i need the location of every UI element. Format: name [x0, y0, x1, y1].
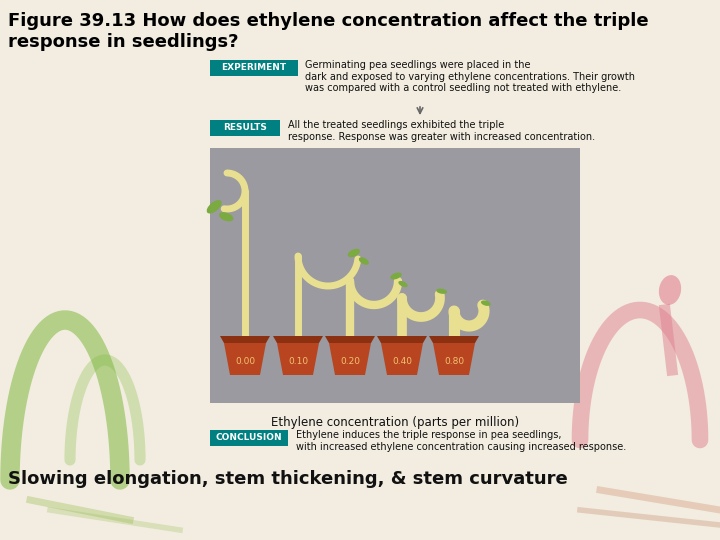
- Polygon shape: [433, 343, 475, 375]
- Ellipse shape: [207, 200, 222, 213]
- Polygon shape: [224, 343, 266, 375]
- Polygon shape: [381, 343, 423, 375]
- Polygon shape: [273, 336, 323, 343]
- Text: 0.40: 0.40: [392, 356, 412, 366]
- Text: Ethylene induces the triple response in pea seedlings,
with increased ethylene c: Ethylene induces the triple response in …: [296, 430, 626, 451]
- Text: All the treated seedlings exhibited the triple
response. Response was greater wi: All the treated seedlings exhibited the …: [288, 120, 595, 141]
- Polygon shape: [377, 336, 427, 343]
- Polygon shape: [329, 343, 371, 375]
- Text: 0.80: 0.80: [444, 356, 464, 366]
- FancyBboxPatch shape: [210, 430, 288, 446]
- Polygon shape: [325, 336, 375, 343]
- Text: 0.20: 0.20: [340, 356, 360, 366]
- Ellipse shape: [390, 273, 402, 280]
- Text: RESULTS: RESULTS: [223, 124, 267, 132]
- Text: Figure 39.13 How does ethylene concentration affect the triple: Figure 39.13 How does ethylene concentra…: [8, 12, 649, 30]
- FancyBboxPatch shape: [210, 120, 280, 136]
- Polygon shape: [277, 343, 319, 375]
- Text: Ethylene concentration (parts per million): Ethylene concentration (parts per millio…: [271, 416, 519, 429]
- Text: CONCLUSION: CONCLUSION: [216, 434, 282, 442]
- Polygon shape: [220, 336, 270, 343]
- FancyBboxPatch shape: [210, 60, 298, 76]
- Text: EXPERIMENT: EXPERIMENT: [222, 64, 287, 72]
- Text: 0.10: 0.10: [288, 356, 308, 366]
- Text: Slowing elongation, stem thickening, & stem curvature: Slowing elongation, stem thickening, & s…: [8, 470, 568, 488]
- Text: Germinating pea seedlings were placed in the
dark and exposed to varying ethylen: Germinating pea seedlings were placed in…: [305, 60, 635, 93]
- Polygon shape: [429, 336, 479, 343]
- Ellipse shape: [398, 281, 408, 287]
- Bar: [210, 148, 580, 403]
- Ellipse shape: [659, 275, 681, 305]
- Ellipse shape: [348, 249, 360, 257]
- Text: 0.00: 0.00: [235, 356, 255, 366]
- Ellipse shape: [436, 288, 447, 294]
- Ellipse shape: [359, 257, 369, 265]
- Ellipse shape: [219, 212, 233, 221]
- Text: response in seedlings?: response in seedlings?: [8, 33, 238, 51]
- Ellipse shape: [481, 300, 491, 306]
